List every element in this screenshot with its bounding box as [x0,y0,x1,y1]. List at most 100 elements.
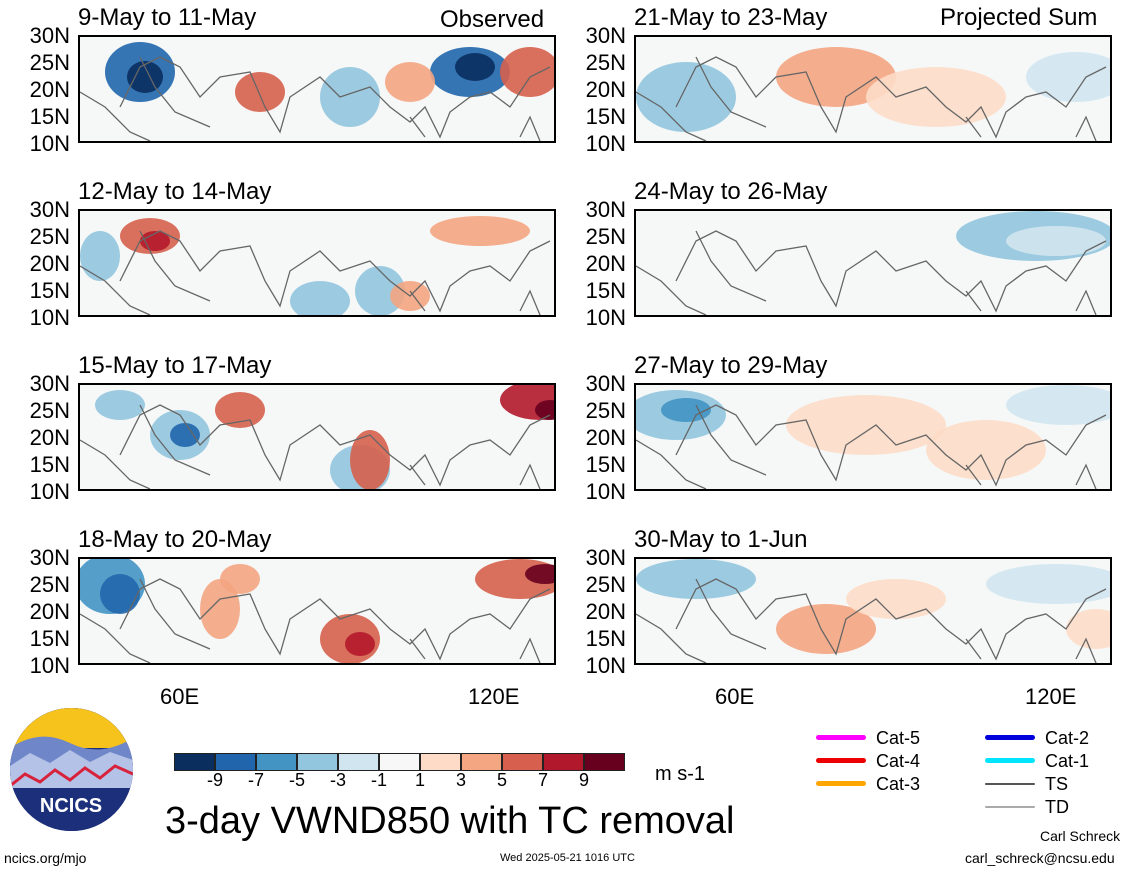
lat-label-25n: 25N [585,224,626,249]
lat-label-10n: 10N [585,131,626,156]
colorbar-tick-label: -7 [247,770,264,790]
anomaly-region [636,62,736,132]
lat-label-25n: 25N [29,50,70,75]
lat-label-20n: 20N [29,251,70,276]
colorbar-tick-label: -1 [370,770,387,790]
coastline [80,230,541,315]
lat-label-20n: 20N [585,425,626,450]
colorbar-tick-label: 7 [537,770,548,790]
lat-label-30n: 30N [29,545,70,570]
legend-label-cat-4: Cat-4 [876,751,921,771]
lon-label-120e-left: 120E [468,684,520,709]
coastline [675,404,1107,487]
lat-label-20n: 20N [29,77,70,102]
map-panel-observed-1 [78,35,556,143]
panel-title-right-3: 27-May to 29-May [634,352,828,379]
map-panel-observed-3 [78,383,556,491]
legend-line-cat-1 [985,758,1035,763]
lat-label-10n: 10N [29,305,70,330]
colorbar-swatch [338,753,379,771]
logo-text: NCICS [40,795,102,817]
colorbar-swatch [379,753,420,771]
projected-label: Projected Sum [940,4,1098,31]
coastline [675,56,1107,139]
coastline [119,56,551,139]
observed-label: Observed [440,6,545,33]
legend-line-cat-2 [985,735,1035,740]
lat-label-15n: 15N [585,452,626,477]
anomaly-region [100,574,140,614]
anomaly-region [345,632,375,656]
map-panel-observed-2 [78,209,556,317]
coastline [636,230,1097,315]
colorbar-tick-label: -9 [206,770,223,790]
colorbar-swatch [502,753,543,771]
lat-label-15n: 15N [585,626,626,651]
legend-label-cat-5: Cat-5 [876,728,921,748]
lon-label-120e-right: 120E [1025,684,1077,709]
coastline [675,578,1107,661]
colorbar-tick-label: 5 [496,770,507,790]
map-panel-observed-4 [78,557,556,665]
lat-label-30n: 30N [585,545,626,570]
anomaly-region [80,231,120,281]
lat-label-10n: 10N [29,479,70,504]
lat-label-25n: 25N [29,572,70,597]
map-panel-projected-2 [634,209,1112,317]
coastline [636,404,1097,489]
legend-label-ts: TS [1045,774,1069,794]
lat-label-15n: 15N [585,104,626,129]
anomaly-region [986,564,1110,604]
coastline [119,578,551,661]
footer-timestamp: Wed 2025-05-21 1016 UTC [500,852,635,864]
anomaly-region [430,216,530,246]
anomaly-region [776,47,896,107]
colorbar-tick-label: 3 [455,770,466,790]
colorbar-swatch [297,753,338,771]
lat-label-20n: 20N [585,77,626,102]
lat-label-30n: 30N [585,197,626,222]
footer-email: carl_schreck@ncsu.edu [965,850,1115,866]
lat-label-10n: 10N [29,653,70,678]
map-panel-projected-4 [634,557,1112,665]
coastline [636,578,1097,663]
coastline [80,578,541,663]
legend-label-cat-2: Cat-2 [1045,728,1090,748]
colorbar-tick-label: 1 [414,770,425,790]
anomaly-region [661,398,711,422]
lat-label-30n: 30N [585,371,626,396]
anomaly-region [200,579,240,639]
legend-line-cat-3 [816,781,866,786]
anomaly-region [215,392,265,428]
lon-label-60e-right: 60E [715,684,755,709]
anomaly-region [170,423,200,447]
panel-title-left-4: 18-May to 20-May [78,526,272,553]
panel-title-left-2: 12-May to 14-May [78,178,272,205]
legend-line-td [985,806,1035,808]
anomaly-region [1026,52,1110,102]
lat-label-15n: 15N [585,278,626,303]
coastline [675,230,1107,313]
panel-title-left-1: 9-May to 11-May [78,4,257,31]
lat-label-20n: 20N [585,251,626,276]
map-panel-projected-3 [634,383,1112,491]
anomaly-region [786,395,946,455]
colorbar-swatch [256,753,297,771]
anomaly-region [776,604,876,654]
lat-label-15n: 15N [29,452,70,477]
lat-label-10n: 10N [585,305,626,330]
panel-title-right-4: 30-May to 1-Jun [634,526,808,553]
colorbar-tick-label: -3 [329,770,346,790]
coastline [119,404,551,487]
coastline [80,56,541,141]
lat-label-10n: 10N [585,653,626,678]
ncics-logo: NCICS [10,708,133,831]
lat-label-25n: 25N [585,50,626,75]
anomaly-region [385,62,435,102]
lat-label-15n: 15N [29,626,70,651]
coastline [80,404,541,489]
legend-label-cat-1: Cat-1 [1045,751,1090,771]
coastline [119,230,551,313]
lon-label-60e-left: 60E [160,684,200,709]
legend-line-ts [985,783,1035,785]
